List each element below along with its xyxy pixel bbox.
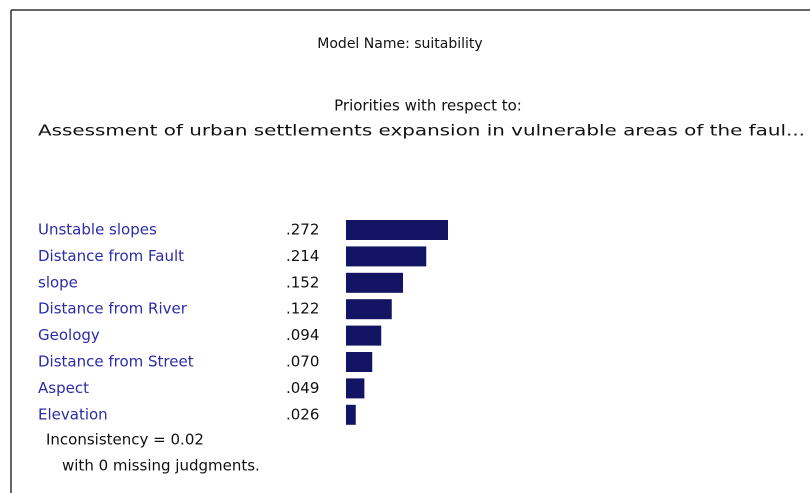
missing-judgments: with 0 missing judgments. bbox=[62, 457, 260, 475]
value-label: .272 bbox=[286, 221, 319, 239]
category-label: Unstable slopes bbox=[38, 221, 157, 239]
value-label: .152 bbox=[286, 273, 319, 291]
category-label: Aspect bbox=[38, 379, 89, 397]
category-label: Distance from River bbox=[38, 300, 188, 318]
bar bbox=[346, 325, 382, 346]
model-name: Model Name: suitability bbox=[317, 36, 482, 52]
bar bbox=[346, 246, 427, 267]
value-label: .070 bbox=[286, 353, 319, 371]
category-label: Distance from Fault bbox=[38, 247, 184, 265]
subtitle: Priorities with respect to: bbox=[334, 97, 522, 115]
bar bbox=[346, 220, 448, 240]
bar bbox=[346, 404, 356, 425]
value-label: .122 bbox=[286, 300, 319, 318]
bar bbox=[346, 378, 365, 399]
category-label: Geology bbox=[38, 326, 100, 344]
bar bbox=[346, 299, 392, 320]
bar bbox=[346, 352, 373, 372]
category-label: Elevation bbox=[38, 405, 108, 423]
category-label: slope bbox=[38, 273, 78, 291]
value-label: .049 bbox=[286, 379, 319, 397]
value-label: .094 bbox=[286, 326, 319, 344]
value-label: .214 bbox=[286, 247, 319, 265]
category-label: Distance from Street bbox=[38, 353, 194, 371]
value-label: .026 bbox=[286, 405, 319, 423]
bar bbox=[346, 272, 403, 293]
inconsistency: Inconsistency = 0.02 bbox=[46, 431, 204, 449]
goal: Assessment of urban settlements expansio… bbox=[38, 122, 805, 140]
